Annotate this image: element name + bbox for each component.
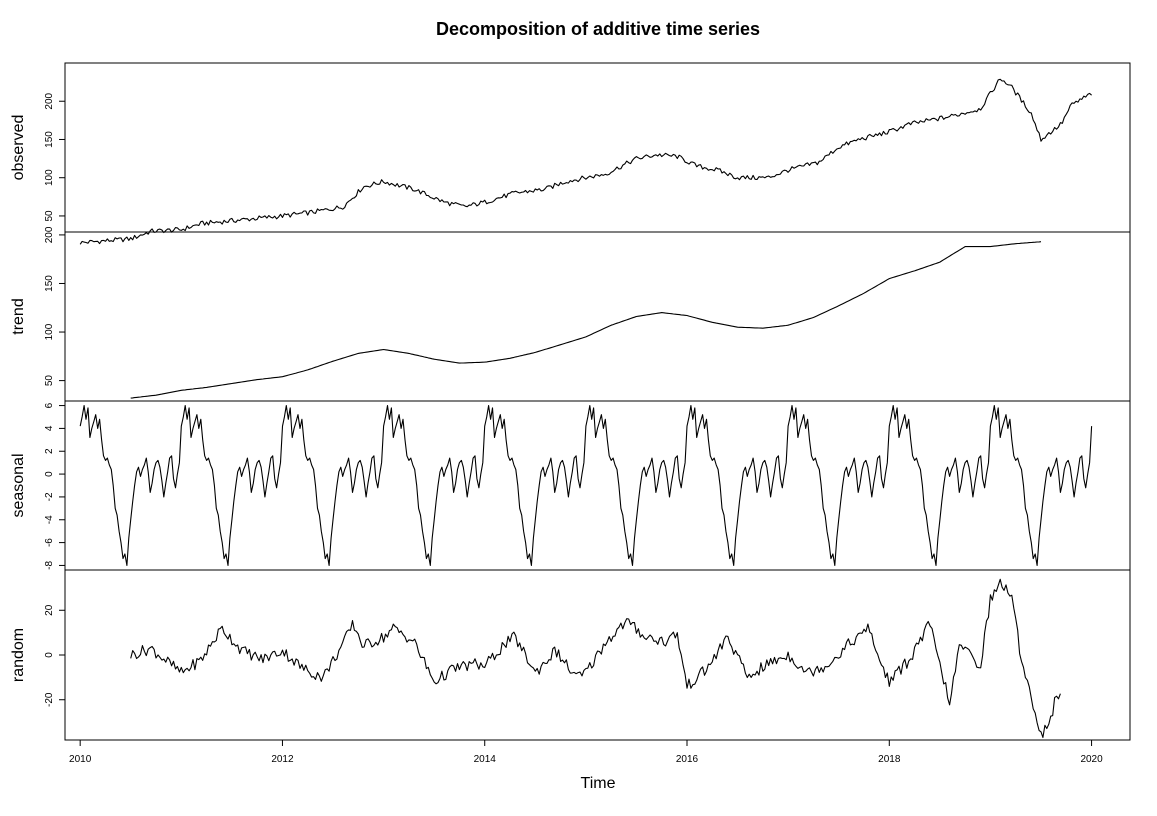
panel-seasonal: -8 -6 -4 -2 0 2 4 6 seasonal: [10, 400, 1131, 571]
x-tick-label: 2020: [1080, 754, 1103, 765]
x-axis: 2010 2012 2014 2016 2018 2020: [69, 739, 1103, 765]
observed-ylabel: observed: [10, 115, 27, 181]
seasonal-ytick-label: -6: [44, 538, 55, 547]
trend-ytick-label: 200: [44, 226, 55, 243]
seasonal-series-line: [79, 405, 1093, 566]
observed-ytick-label: 150: [44, 131, 55, 148]
seasonal-ytick-label: -8: [44, 561, 55, 570]
trend-series-line: [130, 241, 1042, 399]
panels-layer: 50100150200observed50100150200trend-8-6-…: [10, 62, 1131, 741]
trend-ylabel: trend: [10, 298, 27, 334]
seasonal-ytick-label: -2: [44, 492, 55, 501]
x-tick-label: 2018: [878, 754, 901, 765]
seasonal-ytick-label: 0: [44, 471, 55, 477]
panel-observed: 50 100 150 200 observed: [10, 62, 1131, 245]
seasonal-ylabel: seasonal: [10, 453, 27, 517]
observed-ytick-label: 100: [44, 169, 55, 186]
observed-frame: [64, 62, 1131, 233]
chart-title: Decomposition of additive time series: [436, 19, 760, 39]
seasonal-ytick-label: 2: [44, 448, 55, 454]
random-ytick-label: -20: [44, 692, 55, 707]
random-ytick-label: 0: [44, 652, 55, 658]
x-axis-label: Time: [581, 775, 616, 792]
random-series-line: [130, 578, 1061, 739]
observed-ytick-label: 50: [44, 210, 55, 222]
panel-trend: 50 100 150 200 trend: [10, 226, 1131, 402]
seasonal-ytick-label: -4: [44, 515, 55, 524]
x-tick-label: 2010: [69, 754, 92, 765]
x-tick-label: 2016: [676, 754, 699, 765]
trend-frame: [64, 231, 1131, 402]
seasonal-frame: [64, 400, 1131, 571]
trend-ytick-label: 100: [44, 323, 55, 340]
trend-ytick-label: 150: [44, 275, 55, 292]
x-tick-label: 2012: [271, 754, 294, 765]
random-ytick-label: 20: [44, 604, 55, 616]
random-frame: [64, 569, 1131, 741]
random-ylabel: random: [10, 628, 27, 682]
panel-random: -20 0 20 random: [10, 569, 1131, 741]
x-tick-label: 2014: [474, 754, 497, 765]
seasonal-ytick-label: 4: [44, 425, 55, 431]
trend-ytick-label: 50: [44, 375, 55, 387]
observed-series-line: [79, 78, 1092, 245]
observed-ytick-label: 200: [44, 92, 55, 109]
seasonal-ytick-label: 6: [44, 402, 55, 408]
